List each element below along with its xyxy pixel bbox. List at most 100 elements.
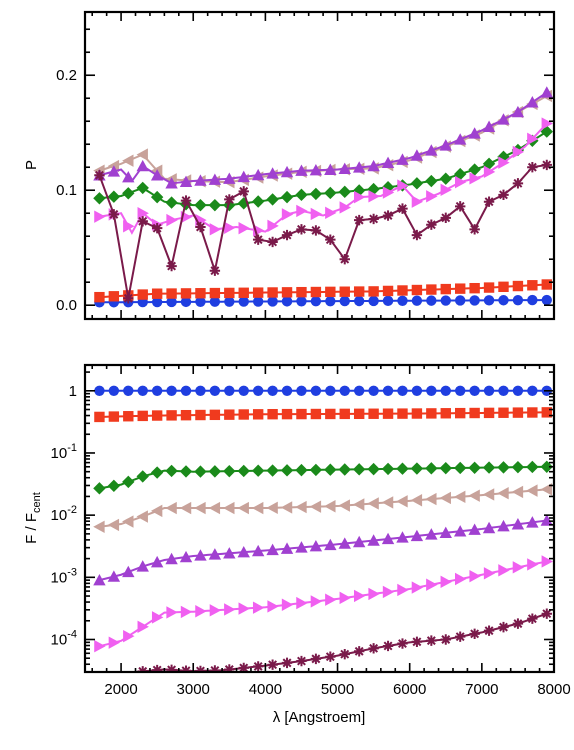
p-point-triangle-up bbox=[280, 165, 294, 178]
p-point-triangle-right bbox=[498, 156, 510, 169]
x-tick-label-8000: 8000 bbox=[537, 681, 570, 698]
p-point-triangle-right bbox=[426, 190, 438, 203]
p-point-diamond bbox=[122, 187, 135, 200]
x-tick-label-4000: 4000 bbox=[249, 681, 282, 698]
flux-point-triangle-up bbox=[179, 550, 193, 563]
flux-point-diamond bbox=[93, 482, 106, 495]
flux-point-triangle-right bbox=[339, 591, 351, 605]
p-point-circle bbox=[426, 295, 437, 306]
p-point-asterisk bbox=[498, 189, 509, 201]
flux-point-asterisk bbox=[411, 636, 423, 647]
flux-point-triangle-up bbox=[526, 516, 539, 528]
p-point-square bbox=[325, 286, 336, 298]
p-series-layer bbox=[93, 86, 553, 308]
flux-point-square bbox=[426, 408, 437, 419]
p-point-circle bbox=[325, 295, 336, 307]
p-point-asterisk bbox=[94, 170, 105, 181]
flux-point-circle bbox=[426, 385, 437, 397]
p-point-asterisk bbox=[382, 210, 394, 221]
flux-point-triangle-right bbox=[353, 589, 366, 603]
flux-point-diamond bbox=[295, 463, 308, 477]
p-point-square bbox=[397, 285, 408, 296]
flux-point-diamond bbox=[439, 461, 452, 475]
flux-point-square bbox=[166, 410, 177, 421]
flux-point-triangle-right bbox=[108, 636, 121, 649]
p-point-triangle-right bbox=[455, 175, 467, 189]
flux-point-circle bbox=[94, 385, 105, 397]
flux-point-asterisk bbox=[310, 653, 322, 665]
flux-point-asterisk bbox=[382, 640, 394, 652]
flux-series-line-asterisk bbox=[135, 612, 548, 672]
flux-point-triangle-left bbox=[410, 494, 423, 507]
p-point-triangle-up bbox=[223, 172, 236, 184]
p-y-tick-label-0-0: 0.0 bbox=[56, 297, 77, 314]
p-point-asterisk bbox=[296, 224, 307, 235]
p-point-circle bbox=[397, 295, 408, 306]
flux-point-circle bbox=[498, 385, 509, 397]
flux-point-circle bbox=[512, 385, 524, 397]
flux-y-tick-base: 10 bbox=[51, 445, 68, 462]
flux-point-asterisk bbox=[368, 643, 379, 654]
flux-point-triangle-right bbox=[527, 558, 539, 571]
flux-point-triangle-right bbox=[209, 604, 222, 617]
flux-point-square bbox=[353, 408, 365, 420]
flux-point-square bbox=[209, 409, 221, 421]
p-point-triangle-right bbox=[209, 223, 222, 236]
flux-point-triangle-right bbox=[310, 595, 323, 608]
flux-point-diamond bbox=[338, 463, 351, 476]
flux-point-circle bbox=[195, 385, 206, 397]
flux-panel: 2000 3000 4000 5000 6000 7000 8000110-110-210-… bbox=[23, 363, 571, 726]
p-point-circle bbox=[252, 296, 264, 307]
p-point-asterisk bbox=[411, 229, 423, 241]
flux-point-triangle-left bbox=[526, 484, 538, 497]
p-point-triangle-up bbox=[497, 113, 510, 125]
p-point-square bbox=[180, 288, 192, 299]
p-point-triangle-right bbox=[541, 117, 553, 130]
p-point-triangle-up bbox=[194, 174, 207, 186]
p-point-triangle-right bbox=[382, 186, 395, 199]
flux-y-tick-exponent: -3 bbox=[67, 566, 77, 578]
p-point-asterisk bbox=[469, 224, 480, 235]
p-point-circle bbox=[267, 296, 278, 307]
p-point-square bbox=[209, 287, 221, 299]
p-y-axis-label: P bbox=[23, 160, 40, 170]
flux-point-asterisk bbox=[238, 662, 249, 672]
flux-point-diamond bbox=[237, 464, 250, 478]
flux-point-triangle-left bbox=[381, 496, 394, 509]
p-point-asterisk bbox=[238, 186, 249, 197]
flux-point-triangle-left bbox=[194, 501, 206, 515]
flux-point-diamond bbox=[425, 462, 438, 475]
p-point-triangle-up bbox=[468, 127, 481, 139]
flux-point-triangle-up bbox=[280, 542, 294, 554]
flux-point-circle bbox=[339, 385, 350, 397]
flux-point-circle bbox=[483, 385, 495, 397]
flux-point-triangle-right bbox=[296, 596, 308, 610]
flux-y-tick-label-10-1: 10-1 bbox=[51, 442, 77, 462]
flux-series-triangle-left bbox=[93, 483, 552, 533]
p-point-diamond bbox=[194, 198, 207, 212]
flux-point-triangle-right bbox=[238, 602, 250, 615]
flux-point-circle bbox=[310, 385, 322, 397]
flux-series-triangle-up bbox=[93, 514, 553, 586]
flux-point-asterisk bbox=[483, 625, 495, 636]
p-series-circle bbox=[94, 294, 552, 308]
flux-point-triangle-up bbox=[223, 547, 236, 559]
flux-point-triangle-right bbox=[195, 605, 207, 618]
flux-point-triangle-left bbox=[266, 501, 278, 515]
flux-point-triangle-right bbox=[541, 555, 553, 568]
p-point-diamond bbox=[425, 174, 438, 188]
flux-point-asterisk bbox=[469, 628, 480, 640]
p-point-square bbox=[108, 291, 120, 302]
flux-point-triangle-left bbox=[251, 501, 264, 515]
p-point-triangle-up bbox=[367, 159, 380, 172]
p-point-triangle-up bbox=[511, 105, 525, 118]
p-point-circle bbox=[483, 295, 495, 306]
p-point-circle bbox=[455, 295, 466, 306]
p-point-diamond bbox=[324, 186, 337, 200]
flux-ticks: 2000 3000 4000 5000 6000 7000 8000110-110-210-… bbox=[51, 365, 571, 698]
flux-point-triangle-up bbox=[122, 565, 135, 578]
flux-point-circle bbox=[180, 385, 192, 397]
x-axis-label: λ [Angstroem] bbox=[273, 709, 366, 726]
p-point-square bbox=[426, 284, 437, 295]
p-point-diamond bbox=[280, 190, 294, 204]
